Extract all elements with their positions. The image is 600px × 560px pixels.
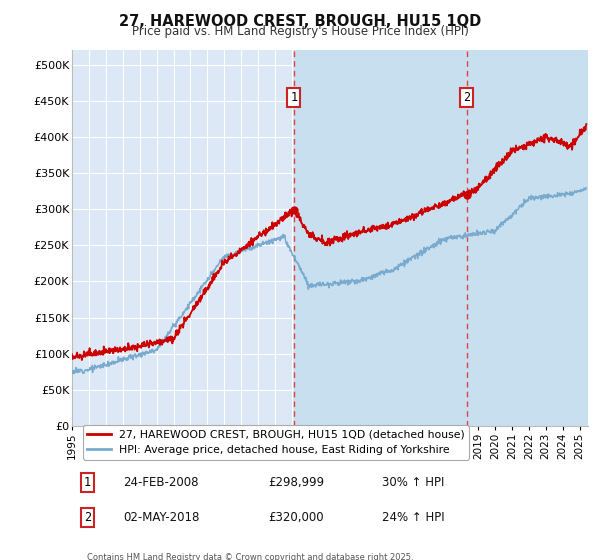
Text: £298,999: £298,999	[268, 475, 324, 489]
Bar	[467, 50, 588, 426]
Legend: 27, HAREWOOD CREST, BROUGH, HU15 1QD (detached house), HPI: Average price, detac: 27, HAREWOOD CREST, BROUGH, HU15 1QD (de…	[83, 426, 469, 460]
Text: 1: 1	[290, 91, 298, 104]
Bar	[294, 50, 467, 426]
Text: 30% ↑ HPI: 30% ↑ HPI	[382, 475, 444, 489]
Text: Contains HM Land Registry data © Crown copyright and database right 2025.
This d: Contains HM Land Registry data © Crown c…	[88, 553, 414, 560]
Text: 27, HAREWOOD CREST, BROUGH, HU15 1QD: 27, HAREWOOD CREST, BROUGH, HU15 1QD	[119, 14, 481, 29]
Text: 24% ↑ HPI: 24% ↑ HPI	[382, 511, 444, 524]
Text: 24-FEB-2008: 24-FEB-2008	[124, 475, 199, 489]
Text: 02-MAY-2018: 02-MAY-2018	[124, 511, 200, 524]
Text: 1: 1	[84, 475, 91, 489]
Text: 2: 2	[463, 91, 470, 104]
Text: £320,000: £320,000	[268, 511, 324, 524]
Text: 2: 2	[84, 511, 91, 524]
Text: Price paid vs. HM Land Registry's House Price Index (HPI): Price paid vs. HM Land Registry's House …	[131, 25, 469, 38]
